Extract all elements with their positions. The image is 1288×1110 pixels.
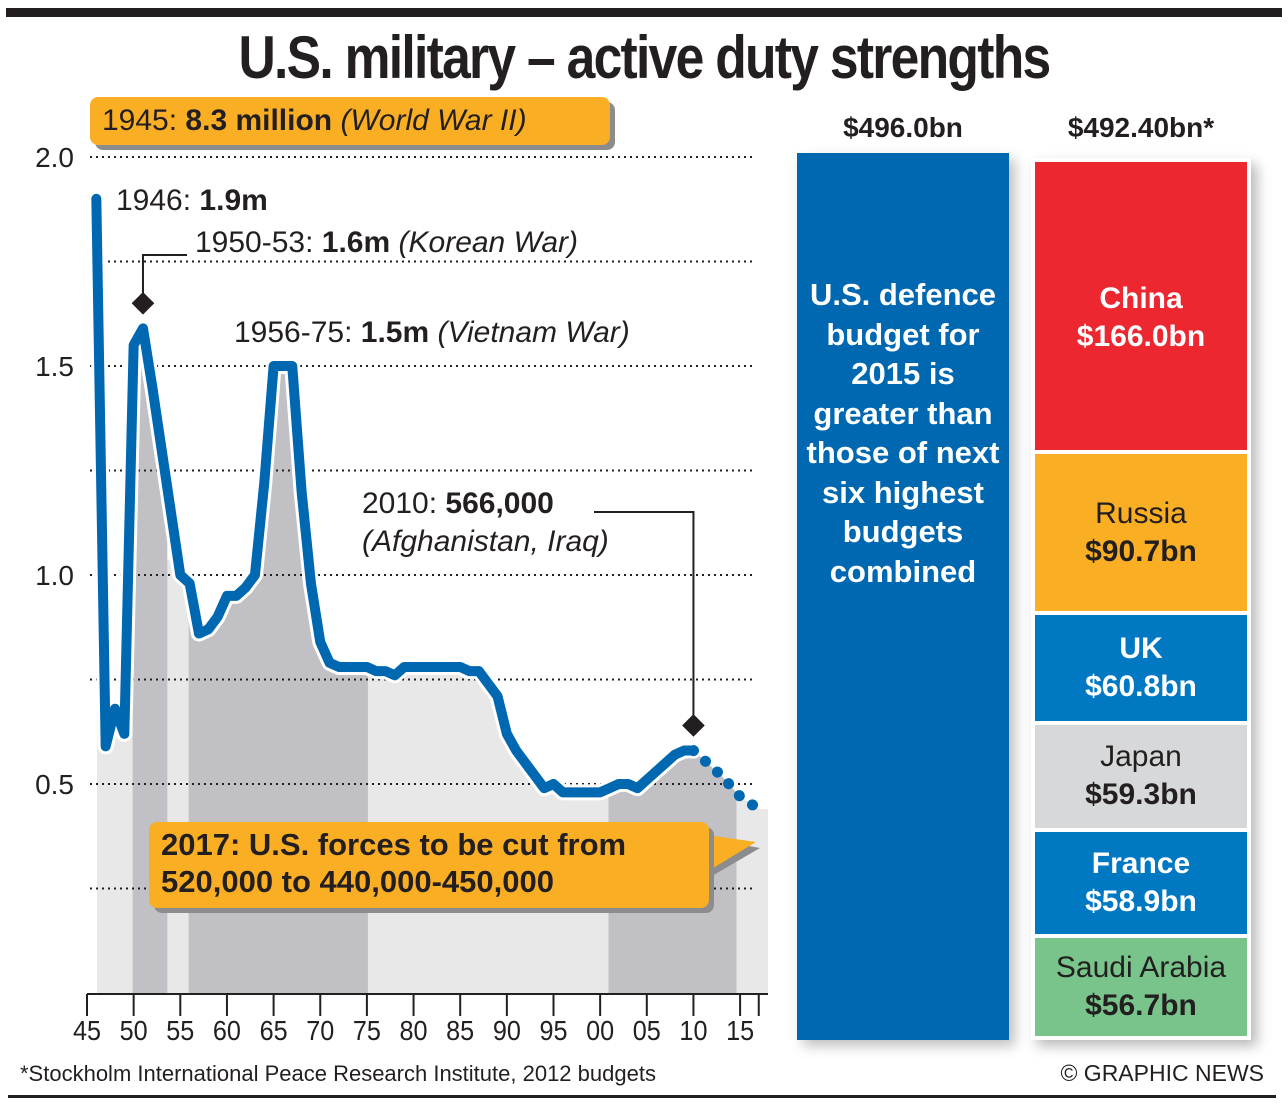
annotation-korea-value: 1.6m (321, 226, 391, 259)
x-tick-label: 15 (726, 1015, 754, 1047)
chart-title: U.S. military – active duty strengths (238, 24, 1052, 91)
y-tick-label: 0.5 (35, 769, 74, 800)
annotation-vietnam-note: (Vietnam War) (437, 316, 630, 349)
wwii-callout: 1945: 8.3 million (World War II) (90, 97, 610, 145)
us-budget-bar: U.S. defence budget for 2015 is greater … (797, 153, 1009, 1040)
annotation-afghanistan: 2010: 566,000 (Afghanistan, Iraq) (362, 485, 609, 561)
x-tick-label: 95 (539, 1015, 567, 1047)
budget-segment-france: France $58.9bn (1035, 831, 1247, 934)
y-tick-label: 1.0 (35, 560, 74, 591)
budget-country-name: Japan (1100, 740, 1182, 774)
bottom-rule (8, 1095, 1276, 1098)
budget-country-value: $60.8bn (1085, 669, 1197, 703)
budget-segment-uk: UK $60.8bn (1035, 615, 1247, 721)
budget-segment-china: China $166.0bn (1035, 162, 1247, 450)
annotation-afg-note: (Afghanistan, Iraq) (362, 525, 609, 558)
budget-country-value: $59.3bn (1085, 778, 1197, 812)
annotation-1946-value: 1.9m (199, 184, 268, 217)
budget-segment-japan: Japan $59.3bn (1035, 724, 1247, 828)
budget-country-value: $56.7bn (1085, 988, 1197, 1022)
others-budget-total: $492.40bn* (1067, 112, 1215, 143)
annotation-vietnam-year: 1956-75: (234, 316, 353, 349)
korea-leader-line (141, 254, 187, 304)
y-tick-label: 2.0 (35, 142, 74, 173)
afghanistan-leader-line (594, 511, 695, 726)
annotation-korea: 1950-53: 1.6m (Korean War) (195, 226, 578, 260)
budget-country-name: UK (1119, 631, 1163, 665)
annotation-1946: 1946: 1.9m (116, 184, 268, 218)
series-line (91, 193, 699, 798)
y-tick-label: 1.5 (35, 351, 74, 382)
x-tick-label: 85 (446, 1015, 474, 1047)
annotation-afg-value: 566,000 (445, 487, 554, 520)
x-tick-label: 05 (633, 1015, 661, 1047)
x-tick-label: 65 (260, 1015, 288, 1047)
x-tick-label: 50 (120, 1015, 148, 1047)
annotation-korea-note: (Korean War) (398, 226, 579, 259)
x-tick-label: 00 (586, 1015, 614, 1047)
x-tick-label: 55 (166, 1015, 194, 1047)
budget-country-name: Russia (1095, 496, 1187, 530)
cut-callout-arrow (700, 834, 756, 876)
cut-callout: 2017: U.S. forces to be cut from 520,000… (149, 822, 709, 908)
x-tick-label: 10 (679, 1015, 707, 1047)
us-budget-note: U.S. defence budget for 2015 is greater … (806, 277, 1000, 589)
annotation-vietnam: 1956-75: 1.5m (Vietnam War) (234, 316, 630, 350)
projected-line (687, 745, 765, 815)
budget-segment-russia: Russia $90.7bn (1035, 453, 1247, 612)
budget-country-name: China (1099, 282, 1183, 315)
x-tick-label: 70 (306, 1015, 334, 1047)
budget-country-value: $90.7bn (1085, 534, 1197, 568)
cut-callout-line1: 2017: U.S. forces to be cut from (161, 827, 627, 862)
wwii-year: 1945: (102, 104, 178, 137)
afghanistan-marker-diamond (682, 714, 705, 737)
cut-callout-line2: 520,000 to 440,000-450,000 (161, 864, 554, 899)
top-rule (6, 8, 1282, 17)
budget-country-value: $166.0bn (1076, 320, 1206, 353)
area-above-line-mask (96, 140, 772, 810)
budget-country-name: France (1091, 846, 1191, 880)
source-note: *Stockholm International Peace Research … (20, 1061, 656, 1086)
x-tick-label: 80 (400, 1015, 428, 1047)
annotation-korea-year: 1950-53: (195, 226, 314, 259)
us-budget-total: $496.0bn (843, 112, 963, 143)
wwii-note: (World War II) (340, 104, 527, 137)
budget-country-value: $58.9bn (1085, 884, 1197, 918)
credit: © GRAPHIC NEWS (1060, 1060, 1264, 1086)
x-tick-label: 45 (73, 1015, 101, 1047)
annotation-afg-year: 2010: (362, 487, 438, 520)
x-tick-label: 60 (213, 1015, 241, 1047)
x-tick-label: 90 (493, 1015, 521, 1047)
wwii-value: 8.3 million (185, 104, 333, 137)
others-budget-stack: China $166.0bn Russia $90.7bn UK $60.8bn Japan… (1031, 158, 1251, 1040)
annotation-vietnam-value: 1.5m (360, 316, 430, 349)
budget-segment-saudi-arabia: Saudi Arabia $56.7bn (1035, 937, 1247, 1036)
x-tick-label: 75 (353, 1015, 381, 1047)
budget-country-name: Saudi Arabia (1055, 950, 1227, 984)
annotation-1946-year: 1946: (116, 184, 192, 217)
